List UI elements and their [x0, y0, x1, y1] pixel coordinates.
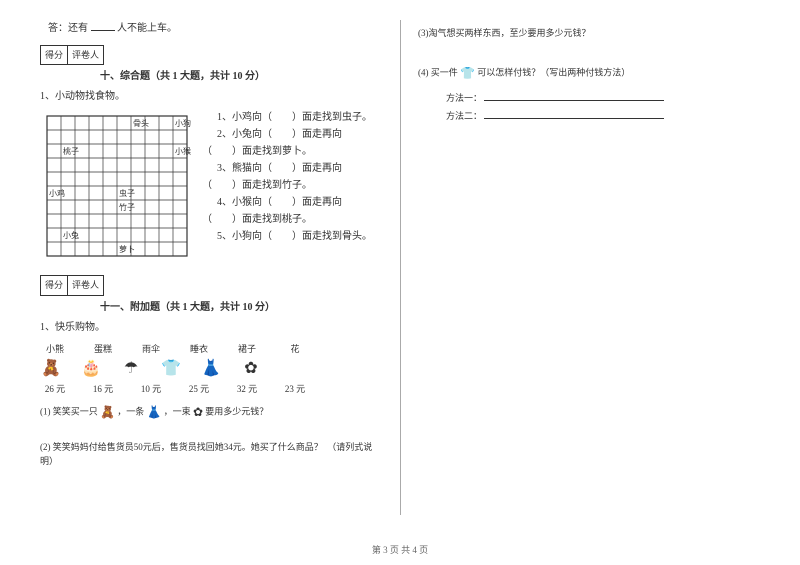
gq3: 3、熊猫向（ ）面走再向（ ）面走找到竹子。 [202, 160, 374, 194]
method1-blank[interactable] [484, 90, 664, 101]
dress-icon: 👗 [146, 403, 161, 422]
s4-pre: (4) 买一件 [418, 68, 458, 78]
gq4: 4、小猴向（ ）面走再向（ ）面走找到桃子。 [202, 194, 374, 228]
shop-price: 25 元 [184, 382, 214, 396]
score-box-10: 得分 评卷人 [40, 45, 104, 65]
shop-icon: 👗 [200, 358, 222, 380]
answer-line: 答：还有 人不能上车。 [48, 20, 382, 37]
sub-q1: (1) 笑笑买一只 🧸 ，一条 👗 ，一束 ✿ 要用多少元钱？ [40, 403, 382, 422]
shop-prices: 26 元 16 元 10 元 25 元 32 元 23 元 [40, 382, 382, 396]
score-box-11: 得分 评卷人 [40, 275, 104, 295]
animal-grid: 骨头 小狗桃子 小猴小鸡 虫子竹子小兔萝卜 [40, 109, 194, 263]
gq2: 2、小兔向（ ）面走再向（ ）面走找到萝卜。 [202, 126, 374, 160]
section-10-title: 十、综合题（共 1 大题，共计 10 分） [100, 69, 382, 85]
svg-text:萝卜: 萝卜 [119, 244, 135, 254]
shop-price: 26 元 [40, 382, 70, 396]
shirt-icon: 👕 [460, 64, 475, 83]
flower-icon: ✿ [193, 403, 203, 422]
s1-m1: ，一条 [117, 406, 144, 416]
gq5: 5、小狗向（ ）面走找到骨头。 [202, 228, 374, 245]
svg-text:小猴: 小猴 [175, 147, 191, 156]
s1-post: 要用多少元钱？ [205, 406, 268, 416]
s4-post: 可以怎样付钱？（写出两种付钱方法） [477, 68, 630, 78]
m2-label: 方法二： [446, 111, 482, 121]
svg-text:竹子: 竹子 [119, 202, 135, 212]
shop-price: 32 元 [232, 382, 262, 396]
shop-icon: ✿ [240, 358, 262, 380]
shop-name: 睡衣 [184, 342, 214, 356]
sub-q2: (2) 笑笑妈妈付给售货员50元后，售货员找回她34元。她买了什么商品？ （请列… [40, 440, 382, 469]
grader-label: 评卷人 [68, 46, 103, 64]
shop-price: 16 元 [88, 382, 118, 396]
svg-text:虫子: 虫子 [119, 188, 135, 198]
column-divider [400, 20, 401, 515]
shop-price: 10 元 [136, 382, 166, 396]
shop-icon: 🎂 [80, 358, 102, 380]
shop-icon: ☂ [120, 358, 142, 380]
sub-q3: (3)淘气想买两样东西，至少要用多少元钱？ [418, 26, 760, 40]
shop-name: 小熊 [40, 342, 70, 356]
m1-label: 方法一： [446, 93, 482, 103]
shop-name: 蛋糕 [88, 342, 118, 356]
q10-1: 1、小动物找食物。 [40, 89, 382, 105]
s1-pre: (1) 笑笑买一只 [40, 406, 98, 416]
svg-text:小鸡: 小鸡 [49, 188, 65, 198]
answer-pre: 答：还有 [48, 23, 88, 34]
bear-icon: 🧸 [100, 403, 115, 422]
answer-blank[interactable] [91, 20, 115, 31]
score-label: 得分 [41, 46, 68, 64]
method-1: 方法一： [446, 90, 760, 105]
shop-icon: 🧸 [40, 358, 62, 380]
score-label-11: 得分 [41, 276, 68, 294]
shop-icon: 👕 [160, 358, 182, 380]
sub-q4: (4) 买一件 👕 可以怎样付钱？（写出两种付钱方法） [418, 64, 760, 83]
section-11-title: 十一、附加题（共 1 大题，共计 10 分） [100, 300, 382, 316]
shop-icons: 🧸 🎂 ☂ 👕 👗 ✿ [40, 358, 382, 380]
grid-problem: 骨头 小狗桃子 小猴小鸡 虫子竹子小兔萝卜 1、小鸡向（ ）面走找到虫子。 2、小兔向… [40, 109, 382, 263]
s1-m2: ，一束 [164, 406, 191, 416]
shop-names: 小熊 蛋糕 雨伞 睡衣 裙子 花 [40, 342, 382, 356]
svg-text:小兔: 小兔 [63, 230, 79, 240]
method-2: 方法二： [446, 108, 760, 123]
method2-blank[interactable] [484, 108, 664, 119]
svg-text:桃子: 桃子 [63, 146, 79, 156]
answer-post: 人不能上车。 [117, 23, 177, 34]
right-column: (3)淘气想买两样东西，至少要用多少元钱？ (4) 买一件 👕 可以怎样付钱？（… [414, 20, 760, 500]
grader-label-11: 评卷人 [68, 276, 103, 294]
shop-name: 雨伞 [136, 342, 166, 356]
page-footer: 第 3 页 共 4 页 [0, 543, 800, 557]
page: 答：还有 人不能上车。 得分 评卷人 十、综合题（共 1 大题，共计 10 分）… [0, 0, 800, 565]
svg-text:小狗: 小狗 [175, 118, 191, 128]
gq1: 1、小鸡向（ ）面走找到虫子。 [202, 109, 374, 126]
shop-name: 花 [280, 342, 310, 356]
left-column: 答：还有 人不能上车。 得分 评卷人 十、综合题（共 1 大题，共计 10 分）… [40, 20, 394, 500]
svg-text:骨头: 骨头 [133, 118, 149, 128]
grid-questions: 1、小鸡向（ ）面走找到虫子。 2、小兔向（ ）面走再向（ ）面走找到萝卜。 3… [202, 109, 382, 263]
q11-1: 1、快乐购物。 [40, 320, 382, 336]
shop-name: 裙子 [232, 342, 262, 356]
shop-price: 23 元 [280, 382, 310, 396]
